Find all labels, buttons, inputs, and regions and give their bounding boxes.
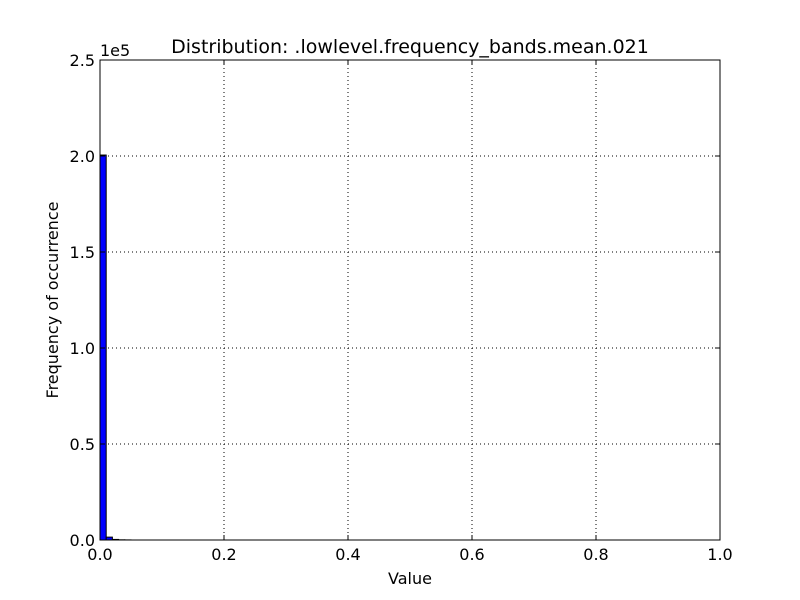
x-tick-label: 0.4 — [335, 545, 360, 564]
y-tick-label: 2.5 — [70, 51, 95, 70]
y-tick-label: 1.5 — [70, 243, 95, 262]
grid-lines — [100, 60, 720, 540]
x-tick-label: 0.2 — [211, 545, 236, 564]
chart-title: Distribution: .lowlevel.frequency_bands.… — [171, 36, 649, 58]
x-tick-label: 0.0 — [87, 545, 112, 564]
x-tick-label: 0.6 — [459, 545, 484, 564]
x-tick-label: 1.0 — [707, 545, 732, 564]
plot-frame — [99, 59, 721, 541]
y-offset-label: 1e5 — [100, 41, 130, 60]
y-tick-label: 0.5 — [70, 435, 95, 454]
y-tick-label: 1.0 — [70, 339, 95, 358]
x-axis-label: Value — [388, 569, 432, 588]
axis-ticks: 0.0 0.2 0.4 0.6 0.8 1.0 0.0 0.5 1.0 1.5 2.0 2.5 — [70, 51, 733, 564]
x-tick-label: 0.8 — [583, 545, 608, 564]
y-tick-label: 2.0 — [70, 147, 95, 166]
y-axis-label: Frequency of occurrence — [43, 202, 62, 399]
y-tick-label: 0.0 — [70, 531, 95, 550]
